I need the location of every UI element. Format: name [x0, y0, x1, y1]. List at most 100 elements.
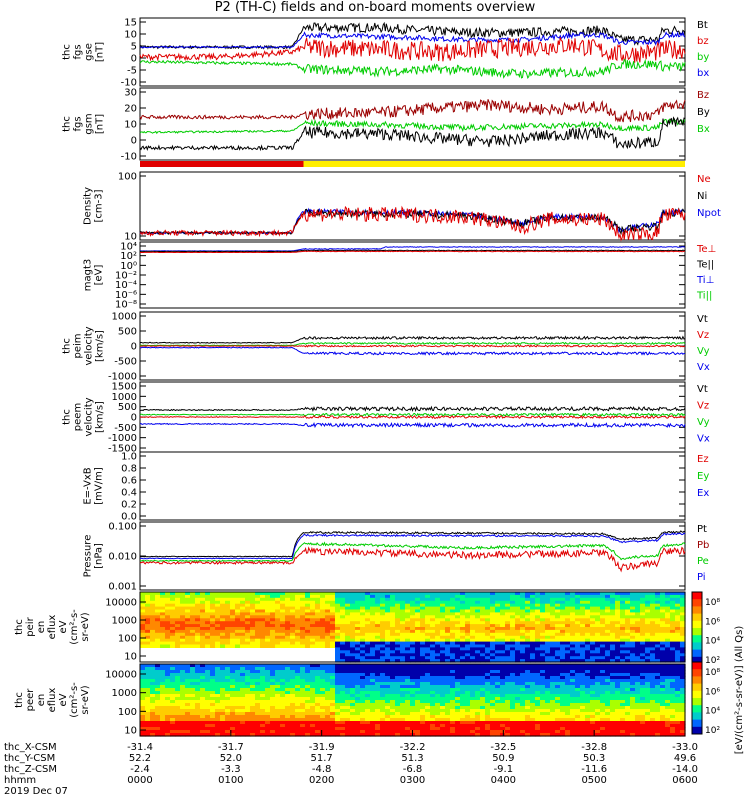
spectrogram-cell	[230, 724, 236, 728]
spectrogram-cell	[535, 597, 541, 602]
spectrogram-cell	[635, 615, 641, 619]
spectrogram-cell	[355, 685, 361, 689]
spectrogram-cell	[435, 653, 441, 657]
spectrogram-cell	[245, 733, 251, 737]
spectrogram-cell	[605, 597, 611, 602]
spectrogram-cell	[195, 592, 201, 596]
spectrogram-cell	[390, 691, 396, 695]
spectrogram-cell	[250, 673, 256, 677]
spectrogram-cell	[565, 727, 571, 731]
spectrogram-cell	[645, 627, 651, 631]
spectrogram-cell	[375, 641, 381, 646]
panel-frame-fgs-gsm	[139, 87, 686, 161]
spectrogram-cell	[380, 606, 386, 611]
spectrogram-cell	[565, 703, 571, 707]
spectrogram-cell	[175, 712, 181, 716]
spectrogram-cell	[255, 691, 261, 695]
spectrogram-cell	[355, 664, 361, 668]
spectrogram-cell	[160, 606, 166, 611]
spectrogram-cell	[455, 682, 461, 686]
spectrogram-cell	[470, 673, 476, 677]
spectrogram-cell	[165, 724, 171, 728]
spectrogram-cell	[365, 706, 371, 710]
spectrogram-cell	[215, 715, 221, 719]
spectrogram-cell	[435, 627, 441, 631]
spectrogram-cell	[240, 615, 246, 619]
spectrogram-cell	[360, 691, 366, 695]
spectrogram-cell	[580, 694, 586, 698]
spectrogram-cell	[535, 603, 541, 608]
spectrogram-cell	[355, 670, 361, 674]
spectrogram-cell	[445, 656, 451, 660]
spectrogram-cell	[425, 694, 431, 698]
spectrogram-cell	[260, 609, 266, 613]
spectrogram-cell	[265, 606, 271, 611]
spectrogram-cell	[485, 641, 491, 646]
spectrogram-cell	[375, 635, 381, 640]
spectrogram-cell	[180, 712, 186, 716]
spectrogram-cell	[200, 629, 206, 634]
spectrogram-cell	[460, 609, 466, 613]
spectrogram-cell	[185, 592, 191, 596]
spectrogram-cell	[165, 594, 171, 599]
spectrogram-cell	[510, 676, 516, 680]
spectrogram-cell	[240, 667, 246, 671]
spectrogram-cell	[245, 673, 251, 677]
spectrogram-cell	[160, 727, 166, 731]
spectrogram-cell	[200, 600, 206, 605]
spectrogram-cell	[165, 600, 171, 605]
spectrogram-cell	[365, 615, 371, 619]
spectrogram-cell	[210, 638, 216, 643]
spectrogram-cell	[585, 638, 591, 643]
spectrogram-cell	[185, 627, 191, 631]
spectrogram-cell	[565, 682, 571, 686]
spectrogram-cell	[240, 641, 246, 646]
spectrogram-cell	[580, 676, 586, 680]
spectrogram-cell	[155, 703, 161, 707]
series-temp-2	[140, 250, 685, 254]
spectrogram-cell	[490, 624, 496, 628]
spectrogram-cell	[375, 653, 381, 657]
spectrogram-cell	[200, 721, 206, 725]
spectrogram-cell	[670, 615, 676, 619]
spectrogram-cell	[420, 650, 426, 654]
spectrogram-cell	[565, 638, 571, 643]
spectrogram-cell	[175, 673, 181, 677]
spectrogram-cell	[380, 682, 386, 686]
spectrogram-cell	[340, 715, 346, 719]
spectrogram-cell	[470, 688, 476, 692]
spectrogram-cell	[575, 615, 581, 619]
spectrogram-cell	[535, 703, 541, 707]
spectrogram-cell	[220, 715, 226, 719]
spectrogram-cell	[170, 691, 176, 695]
spectrogram-cell	[495, 727, 501, 731]
spectrogram-cell	[335, 627, 341, 631]
spectrogram-cell	[200, 706, 206, 710]
spectrogram-cell	[175, 627, 181, 631]
spectrogram-cell	[585, 727, 591, 731]
spectrogram-cell	[520, 703, 526, 707]
spectrogram-cell	[295, 618, 301, 622]
spectrogram-cell	[310, 679, 316, 683]
spectrogram-cell	[295, 730, 301, 734]
spectrogram-cell	[390, 667, 396, 671]
spectrogram-cell	[330, 612, 336, 616]
spectrogram-cell	[420, 670, 426, 674]
spectrogram-cell	[545, 624, 551, 628]
spectrogram-cell	[415, 679, 421, 683]
spectrogram-cell	[415, 594, 421, 599]
spectrogram-cell	[590, 691, 596, 695]
spectrogram-cell	[630, 612, 636, 616]
spectrogram-cell	[290, 685, 296, 689]
spectrogram-cell	[185, 709, 191, 713]
spectrogram-cell	[340, 667, 346, 671]
spectrogram-cell	[505, 644, 511, 648]
spectrogram-cell	[210, 624, 216, 628]
spectrogram-cell	[565, 694, 571, 698]
spectrogram-cell	[575, 718, 581, 722]
spectrogram-cell	[145, 635, 151, 640]
spectrogram-cell	[220, 609, 226, 613]
spectrogram-cell	[415, 624, 421, 628]
spectrogram-cell	[545, 694, 551, 698]
spectrogram-cell	[295, 667, 301, 671]
